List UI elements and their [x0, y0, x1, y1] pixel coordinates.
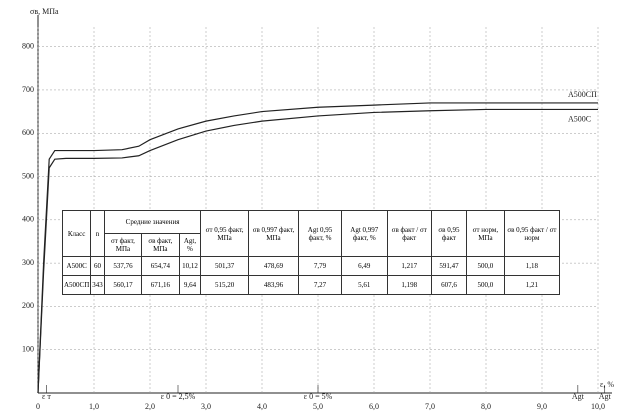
header-cell: σт норм, МПа: [465, 210, 505, 257]
table-cell: 1,21: [503, 275, 561, 295]
table-cell: 7,79: [298, 256, 342, 276]
series-label: A500C: [568, 114, 591, 123]
table-cell: 343: [90, 275, 105, 295]
annotation: ε т: [42, 392, 51, 401]
y-tick-label: 600: [22, 128, 34, 137]
header-cell: σв факт, МПа: [141, 233, 180, 257]
table-cell: 1,18: [503, 256, 561, 276]
table-cell: 9,64: [178, 275, 202, 295]
header-cell: Agt 0,95 факт, %: [298, 210, 342, 257]
annotation: ε 0 = 5%: [304, 392, 333, 401]
annotation: Agt: [572, 392, 585, 401]
x-axis-label: ε, %: [600, 380, 614, 389]
stats-table: Класс n Средние значения σт 0,95 факт, М…: [61, 210, 561, 295]
y-tick-label: 700: [22, 85, 34, 94]
table-row: A500C 60 537,76 654,74 10,12 501,37 478,69 7,79…: [61, 256, 561, 276]
table-cell: 1,217: [386, 256, 432, 276]
table-cell: 1,198: [386, 275, 432, 295]
table-cell: 10,12: [178, 256, 202, 276]
annotation: Agt: [599, 392, 612, 401]
x-tick-label: 0: [36, 402, 40, 411]
table-cell: 537,76: [103, 256, 143, 276]
table-cell: A500C: [61, 256, 92, 276]
header-cell: n: [90, 210, 105, 257]
table-cell: 501,37: [200, 256, 249, 276]
x-tick-label: 5,0: [313, 402, 323, 411]
y-tick-label: 300: [22, 258, 34, 267]
table-cell: 607,6: [430, 275, 467, 295]
table-cell: 60: [90, 256, 105, 276]
x-tick-label: 3,0: [201, 402, 211, 411]
header-cell: σв 0,95 факт: [430, 210, 467, 257]
y-tick-label: 500: [22, 171, 34, 180]
y-tick-label: 400: [22, 215, 34, 224]
table-cell: 7,27: [298, 275, 342, 295]
x-tick-label: 4,0: [257, 402, 267, 411]
header-cell: σв факт / σт факт: [386, 210, 432, 257]
x-tick-label: 8,0: [481, 402, 491, 411]
table-cell: 515,20: [200, 275, 249, 295]
table-cell: 6,49: [340, 256, 388, 276]
table-cell: 671,16: [141, 275, 180, 295]
table-cell: 500,0: [465, 256, 505, 276]
header-cell: σв 0,95 факт / σт норм: [503, 210, 561, 257]
table-cell: 478,69: [247, 256, 300, 276]
table-cell: 560,17: [103, 275, 143, 295]
y-tick-label: 100: [22, 345, 34, 354]
x-tick-label: 7,0: [425, 402, 435, 411]
series-line: [37, 108, 598, 394]
header-cell: σв 0,997 факт, МПа: [247, 210, 300, 257]
y-axis-label: σв, МПа: [30, 7, 59, 16]
series-label: A500СП: [568, 90, 597, 99]
table-cell: 500,0: [465, 275, 505, 295]
x-tick-label: 1,0: [89, 402, 99, 411]
table-cell: 591,47: [430, 256, 467, 276]
header-cell: Средние значения: [103, 210, 202, 234]
y-tick-label: 200: [22, 301, 34, 310]
header-cell: σт факт, МПа: [103, 233, 143, 257]
table-cell: 5,61: [340, 275, 388, 295]
x-tick-label: 10,0: [591, 402, 605, 411]
series-line: [37, 102, 598, 394]
table-cell: 654,74: [141, 256, 180, 276]
x-tick-label: 9,0: [537, 402, 547, 411]
annotation: ε 0 = 2,5%: [161, 392, 196, 401]
x-tick-label: 2,0: [145, 402, 155, 411]
table-cell: 483,96: [247, 275, 300, 295]
table-row: A500СП 343 560,17 671,16 9,64 515,20 483,96 7,2…: [61, 275, 561, 295]
table-cell: A500СП: [61, 275, 92, 295]
header-cell: Agt, %: [178, 233, 202, 257]
header-cell: σт 0,95 факт, МПа: [200, 210, 249, 257]
header-cell: Agt 0,997 факт, %: [340, 210, 388, 257]
x-tick-label: 6,0: [369, 402, 379, 411]
y-tick-label: 800: [22, 41, 34, 50]
header-cell: Класс: [61, 210, 92, 257]
